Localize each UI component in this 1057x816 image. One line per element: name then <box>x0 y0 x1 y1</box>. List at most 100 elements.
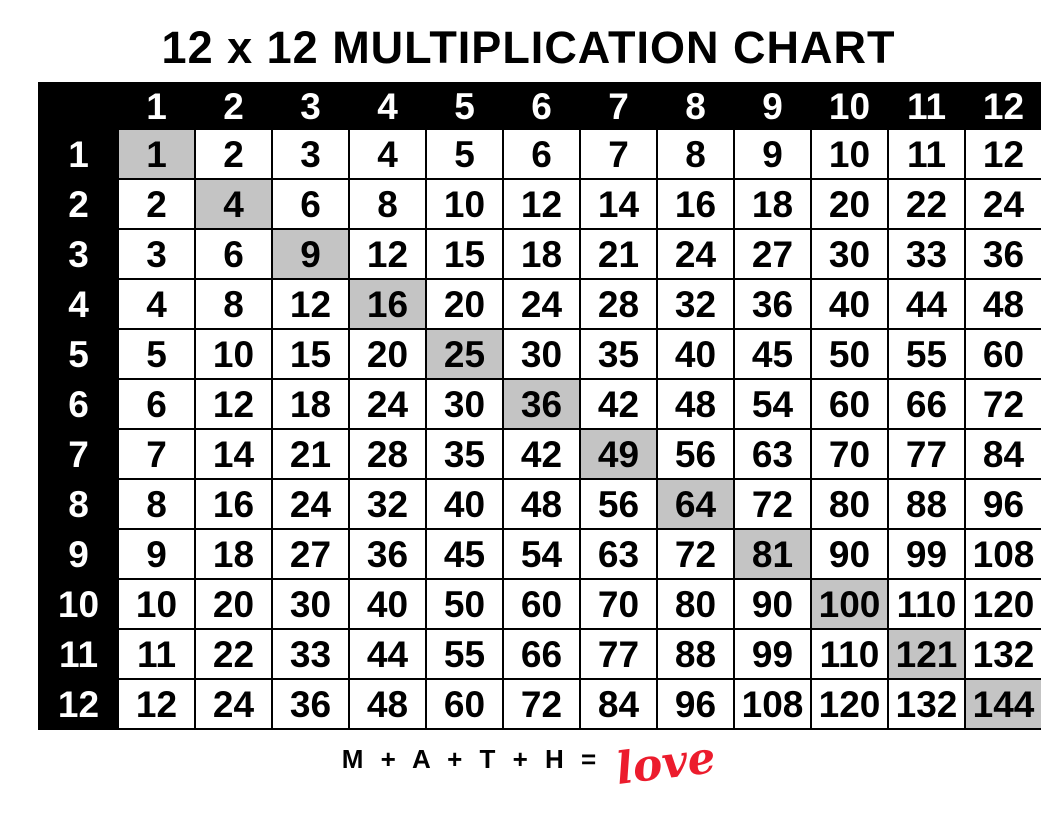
table-cell: 24 <box>656 228 735 280</box>
table-cell: 84 <box>964 428 1041 480</box>
table-cell: 66 <box>887 378 966 430</box>
table-cell: 70 <box>810 428 889 480</box>
table-cell: 40 <box>425 478 504 530</box>
table-cell: 99 <box>733 628 812 680</box>
page-title: 12 x 12 MULTIPLICATION CHART <box>161 22 896 73</box>
table-cell: 24 <box>348 378 427 430</box>
table-row: 8 8 16 24 32 40 48 56 64 72 80 88 96 <box>38 478 1041 530</box>
table-cell: 18 <box>194 528 273 580</box>
table-cell: 36 <box>964 228 1041 280</box>
table-cell: 24 <box>271 478 350 530</box>
table-cell: 18 <box>271 378 350 430</box>
table-cell: 144 <box>964 678 1041 730</box>
table-cell: 10 <box>194 328 273 380</box>
table-cell: 10 <box>117 578 196 630</box>
table-cell: 50 <box>425 578 504 630</box>
col-header: 12 <box>964 82 1041 130</box>
table-cell: 88 <box>656 628 735 680</box>
col-header: 5 <box>425 82 504 130</box>
table-cell: 132 <box>964 628 1041 680</box>
table-cell: 3 <box>117 228 196 280</box>
table-cell: 24 <box>502 278 581 330</box>
table-cell: 18 <box>733 178 812 230</box>
table-cell: 36 <box>733 278 812 330</box>
table-cell: 20 <box>194 578 273 630</box>
table-cell: 72 <box>733 478 812 530</box>
table-cell: 4 <box>348 128 427 180</box>
table-cell: 6 <box>117 378 196 430</box>
table-cell: 27 <box>733 228 812 280</box>
table-cell: 21 <box>579 228 658 280</box>
row-header: 7 <box>38 428 119 480</box>
table-cell: 36 <box>348 528 427 580</box>
table-cell: 16 <box>348 278 427 330</box>
table-cell: 8 <box>656 128 735 180</box>
table-cell: 110 <box>810 628 889 680</box>
table-cell: 42 <box>502 428 581 480</box>
col-header: 7 <box>579 82 658 130</box>
table-cell: 33 <box>271 628 350 680</box>
col-header: 10 <box>810 82 889 130</box>
table-cell: 9 <box>271 228 350 280</box>
table-cell: 5 <box>117 328 196 380</box>
table-cell: 96 <box>656 678 735 730</box>
table-cell: 5 <box>425 128 504 180</box>
table-cell: 72 <box>656 528 735 580</box>
table-cell: 72 <box>964 378 1041 430</box>
table-cell: 100 <box>810 578 889 630</box>
table-cell: 22 <box>887 178 966 230</box>
table-row: 12 12 24 36 48 60 72 84 96 108 120 132 144 <box>38 678 1041 730</box>
table-cell: 36 <box>502 378 581 430</box>
table-cell: 60 <box>425 678 504 730</box>
table-cell: 6 <box>271 178 350 230</box>
table-cell: 54 <box>502 528 581 580</box>
row-header: 10 <box>38 578 119 630</box>
row-header: 2 <box>38 178 119 230</box>
table-cell: 20 <box>810 178 889 230</box>
table-cell: 14 <box>579 178 658 230</box>
table-cell: 70 <box>579 578 658 630</box>
row-header: 9 <box>38 528 119 580</box>
table-cell: 11 <box>887 128 966 180</box>
table-cell: 30 <box>271 578 350 630</box>
table-cell: 54 <box>733 378 812 430</box>
table-cell: 40 <box>348 578 427 630</box>
table-cell: 8 <box>194 278 273 330</box>
table-cell: 2 <box>194 128 273 180</box>
table-cell: 64 <box>656 478 735 530</box>
table-cell: 21 <box>271 428 350 480</box>
table-cell: 8 <box>348 178 427 230</box>
table-cell: 24 <box>964 178 1041 230</box>
row-header: 8 <box>38 478 119 530</box>
table-cell: 60 <box>964 328 1041 380</box>
table-cell: 28 <box>348 428 427 480</box>
table-cell: 9 <box>117 528 196 580</box>
table-row: 4 4 8 12 16 20 24 28 32 36 40 44 48 <box>38 278 1041 330</box>
table-cell: 8 <box>117 478 196 530</box>
table-header-row: 1 2 3 4 5 6 7 8 9 10 11 12 <box>38 82 1041 130</box>
table-cell: 63 <box>733 428 812 480</box>
table-cell: 110 <box>887 578 966 630</box>
col-header: 8 <box>656 82 735 130</box>
table-cell: 35 <box>425 428 504 480</box>
col-header: 4 <box>348 82 427 130</box>
multiplication-table: 1 2 3 4 5 6 7 8 9 10 11 12 1 1 2 3 4 5 6 7 8 9 10 11 12 2 2 4 6 8 10 12… <box>38 82 1041 730</box>
col-header: 11 <box>887 82 966 130</box>
col-header: 2 <box>194 82 273 130</box>
table-cell: 99 <box>887 528 966 580</box>
table-cell: 10 <box>425 178 504 230</box>
table-cell: 2 <box>117 178 196 230</box>
table-cell: 15 <box>271 328 350 380</box>
table-cell: 90 <box>810 528 889 580</box>
table-cell: 60 <box>502 578 581 630</box>
table-row: 3 3 6 9 12 15 18 21 24 27 30 33 36 <box>38 228 1041 280</box>
table-cell: 55 <box>425 628 504 680</box>
table-cell: 27 <box>271 528 350 580</box>
table-cell: 96 <box>964 478 1041 530</box>
table-cell: 45 <box>425 528 504 580</box>
table-cell: 16 <box>194 478 273 530</box>
table-cell: 108 <box>733 678 812 730</box>
table-cell: 20 <box>348 328 427 380</box>
table-cell: 11 <box>117 628 196 680</box>
table-cell: 16 <box>656 178 735 230</box>
